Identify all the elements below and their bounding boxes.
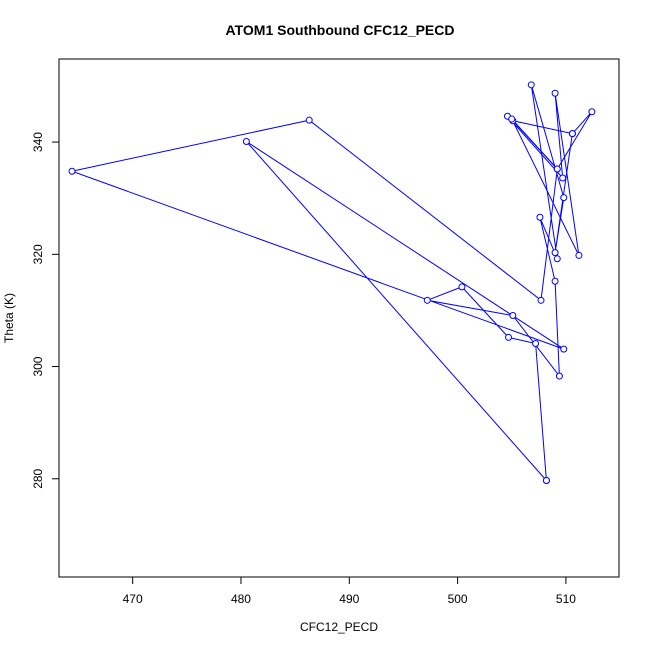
x-tick-label: 470 xyxy=(123,592,143,606)
data-point xyxy=(559,174,567,182)
y-tick-label: 300 xyxy=(31,356,45,376)
data-point xyxy=(553,165,561,173)
x-tick-label: 500 xyxy=(448,592,468,606)
data-point xyxy=(551,249,559,257)
plot-frame xyxy=(58,58,620,578)
data-point xyxy=(560,194,568,202)
data-point xyxy=(423,296,431,304)
data-point xyxy=(560,345,568,353)
data-point xyxy=(551,89,559,97)
data-point xyxy=(68,167,76,175)
y-axis: 280 300 320 340 xyxy=(31,132,59,489)
chart-title: ATOM1 Southbound CFC12_PECD xyxy=(226,22,455,38)
y-tick-label: 320 xyxy=(31,244,45,264)
data-point xyxy=(458,283,466,291)
data-point xyxy=(508,115,516,123)
y-tick-label: 340 xyxy=(31,132,45,152)
data-point xyxy=(242,137,250,145)
data-point xyxy=(537,296,545,304)
data-point xyxy=(575,251,583,259)
series-line-1 xyxy=(70,84,573,481)
x-tick-label: 480 xyxy=(231,592,251,606)
data-point xyxy=(305,116,313,124)
data-point xyxy=(553,255,561,263)
data-point xyxy=(527,81,535,89)
series-line-2 xyxy=(507,93,593,256)
data-point xyxy=(505,333,513,341)
data-points xyxy=(68,81,596,484)
data-point xyxy=(542,476,550,484)
x-axis: 470 480 490 500 510 xyxy=(123,577,576,606)
y-axis-label: Theta (K) xyxy=(2,293,16,343)
data-point xyxy=(568,130,576,138)
data-point xyxy=(509,311,517,319)
data-point xyxy=(555,372,563,380)
data-point xyxy=(551,277,559,285)
data-point xyxy=(588,108,596,116)
x-tick-label: 510 xyxy=(556,592,576,606)
series-lines xyxy=(70,84,593,481)
x-tick-label: 490 xyxy=(339,592,359,606)
x-axis-label: CFC12_PECD xyxy=(300,620,378,634)
y-tick-label: 280 xyxy=(31,468,45,488)
data-point xyxy=(536,213,544,221)
data-point xyxy=(532,340,540,348)
